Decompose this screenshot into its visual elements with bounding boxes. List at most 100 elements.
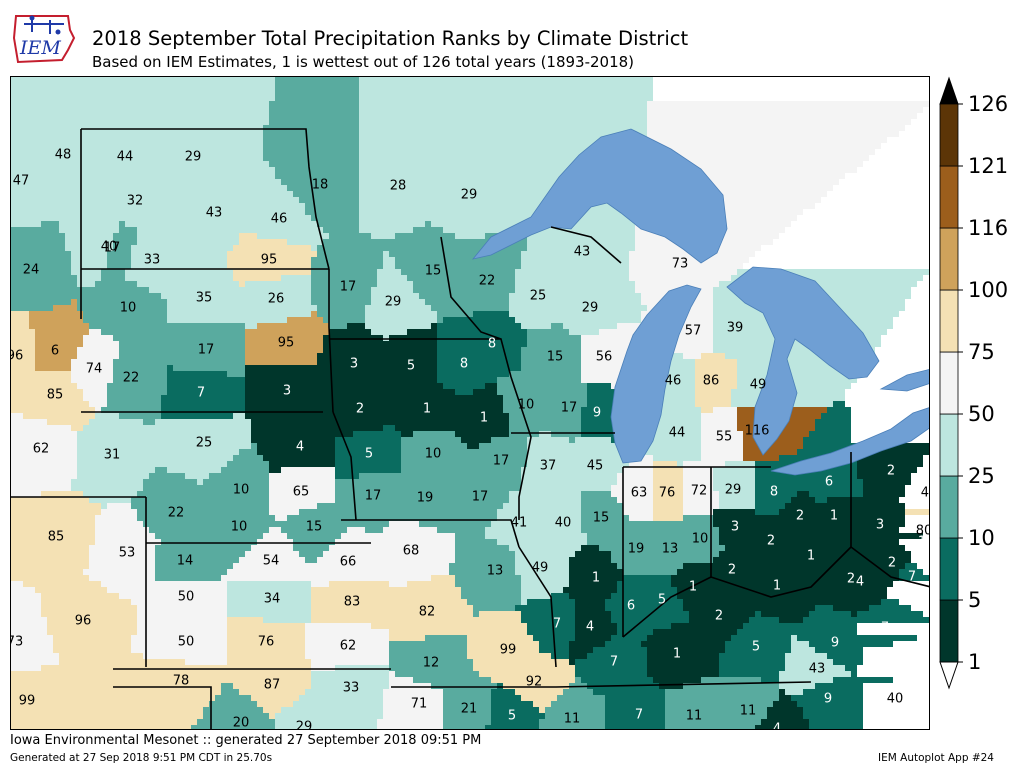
district-cell [83, 197, 173, 203]
district-cell [461, 323, 521, 329]
district-cell [695, 611, 755, 617]
district-cell [11, 179, 53, 185]
colorbar-segment [939, 289, 959, 353]
district-cell [479, 671, 509, 677]
district-cell [437, 179, 545, 185]
district-cell [455, 233, 485, 239]
district-cell [311, 245, 317, 251]
district-cell [455, 551, 515, 557]
district-cell [881, 299, 905, 305]
district-rank-label: 73 [672, 257, 689, 272]
district-cell [893, 497, 899, 503]
district-cell [377, 281, 413, 287]
district-cell [401, 485, 455, 491]
district-cell [77, 293, 161, 299]
district-cell [785, 557, 833, 563]
district-cell [653, 629, 695, 635]
district-cell [707, 599, 749, 605]
district-cell [599, 545, 605, 551]
district-cell [737, 593, 749, 599]
district-cell [65, 233, 113, 239]
district-cell [95, 167, 161, 173]
district-cell [11, 593, 41, 599]
district-cell [395, 425, 455, 431]
district-cell [227, 653, 305, 659]
district-cell [383, 251, 389, 257]
district-cell [11, 149, 35, 155]
district-cell [11, 401, 89, 407]
district-cell [383, 425, 395, 431]
district-cell [629, 515, 653, 521]
district-cell [605, 719, 665, 725]
district-cell [437, 317, 443, 323]
district-cell [641, 185, 833, 191]
district-cell [35, 341, 83, 347]
district-cell [233, 245, 311, 251]
district-cell [437, 161, 557, 167]
district-rank-label: 7 [635, 708, 643, 723]
district-cell [17, 125, 95, 131]
district-cell [539, 503, 581, 509]
district-cell [683, 539, 719, 545]
district-cell [755, 521, 779, 527]
district-cell [263, 149, 359, 155]
district-cell [455, 407, 503, 413]
district-cell [71, 251, 107, 257]
district-cell [755, 485, 803, 491]
district-cell [335, 437, 401, 443]
district-cell [443, 101, 587, 107]
district-cell [587, 533, 617, 539]
colorbar-segment [939, 103, 959, 167]
district-rank-label: 5 [888, 654, 896, 669]
district-cell [359, 95, 443, 101]
district-cell [665, 725, 725, 729]
district-cell [833, 659, 863, 665]
district-cell [737, 377, 857, 383]
district-cell [359, 77, 449, 83]
district-cell [227, 569, 311, 575]
district-cell [443, 725, 485, 729]
state-line-mo-il [518, 546, 557, 668]
district-rank-label: 2 [767, 534, 775, 549]
district-cell [341, 719, 377, 725]
district-cell [11, 437, 77, 443]
colorbar-segment [939, 351, 959, 415]
district-cell [161, 341, 245, 347]
district-cell [647, 143, 881, 149]
district-cell [251, 695, 299, 701]
district-rank-label: 1 [807, 549, 815, 564]
district-cell [41, 665, 65, 671]
district-cell [389, 659, 473, 665]
district-cell [563, 299, 641, 305]
district-cell [455, 677, 491, 683]
district-cell [77, 287, 149, 293]
district-cell [479, 533, 485, 539]
district-cell [443, 125, 575, 131]
district-cell [797, 629, 857, 635]
district-cell [323, 377, 383, 383]
district-cell [263, 125, 359, 131]
district-cell [749, 587, 809, 593]
district-cell [71, 257, 107, 263]
district-rank-label: 2 [888, 556, 896, 571]
district-cell [791, 647, 815, 653]
district-cell [869, 605, 911, 611]
district-cell [137, 611, 227, 617]
district-cell [563, 689, 593, 695]
district-rank-label: 10 [425, 447, 442, 462]
district-rank-label: 15 [593, 511, 610, 526]
district-cell [485, 533, 539, 539]
district-cell [161, 155, 257, 161]
district-cell [101, 509, 137, 515]
district-cell [491, 707, 539, 713]
district-cell [359, 161, 437, 167]
district-cell [311, 671, 389, 677]
district-cell [779, 515, 815, 521]
district-cell [731, 635, 791, 641]
district-cell [359, 167, 437, 173]
district-cell [89, 497, 131, 503]
district-cell [665, 701, 719, 707]
district-cell [467, 647, 539, 653]
district-rank-label: 31 [104, 448, 121, 463]
